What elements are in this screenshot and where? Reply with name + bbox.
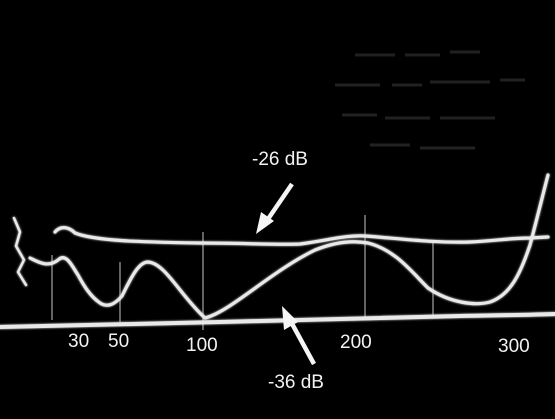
baseline-trace (0, 312, 555, 329)
upper-trace (53, 226, 550, 246)
annotation-arrows (256, 182, 316, 366)
upper-arrow (256, 182, 294, 234)
upper-trace-label: -26 dB (252, 149, 308, 170)
x-tick-50: 50 (108, 331, 130, 352)
x-tick-100: 100 (186, 335, 218, 356)
faint-screen-text (335, 50, 525, 150)
x-tick-200: 200 (340, 332, 372, 353)
lower-trace (28, 173, 550, 320)
x-tick-30: 30 (68, 331, 90, 352)
lower-trace-label: -36 dB (268, 372, 324, 393)
lower-arrow (282, 306, 316, 366)
vertical-spikes (51, 215, 434, 330)
traces (0, 173, 555, 329)
left-edge-trace (12, 216, 28, 287)
x-tick-300: 300 (498, 336, 530, 357)
